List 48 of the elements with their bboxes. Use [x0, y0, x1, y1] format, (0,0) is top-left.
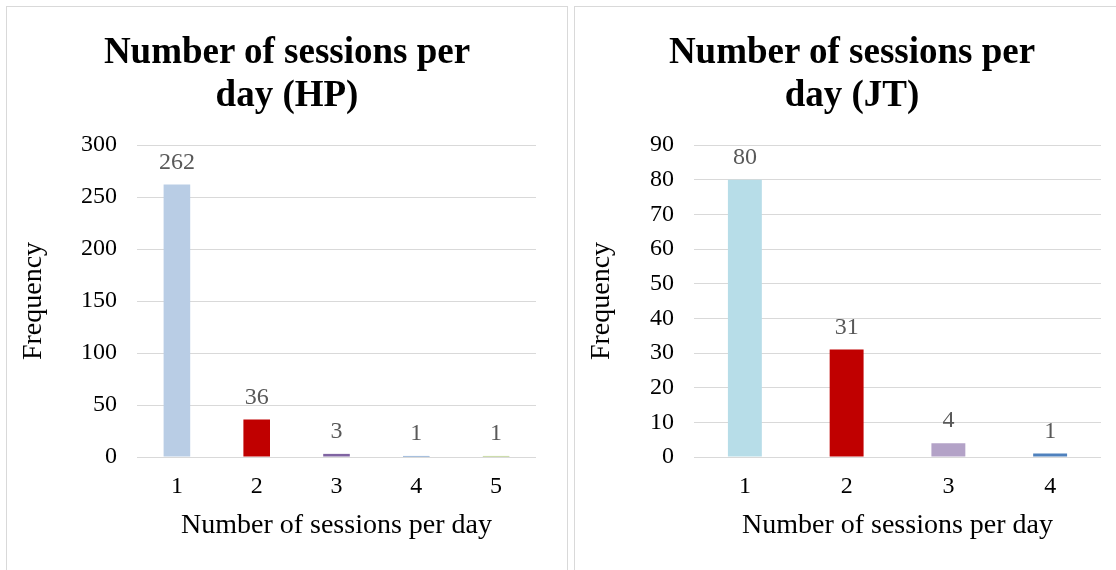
bar	[931, 443, 966, 457]
bar	[727, 179, 762, 457]
x-tick-label: 1	[170, 471, 183, 498]
bar	[323, 453, 350, 457]
y-tick-label: 200	[81, 234, 117, 261]
y-axis-title: Frequency	[584, 241, 616, 361]
data-label: 4	[942, 406, 955, 433]
y-tick-label: 50	[93, 390, 117, 417]
y-tick-label: 90	[650, 130, 674, 157]
y-tick-label: 0	[105, 442, 117, 469]
x-axis-title: Number of sessions per day	[741, 507, 1054, 539]
y-tick-label: 70	[650, 199, 674, 226]
data-label: 1	[410, 418, 423, 445]
x-tick-label: 2	[840, 471, 853, 498]
bar	[163, 184, 191, 457]
x-tick-label: 4	[410, 471, 423, 498]
data-label: 80	[732, 142, 757, 169]
y-tick-label: 80	[650, 164, 674, 191]
y-tick-label: 0	[662, 442, 674, 469]
y-tick-label: 100	[81, 338, 117, 365]
bar	[1033, 453, 1068, 457]
x-axis-title: Number of sessions per day	[180, 507, 493, 539]
y-axis-title: Frequency	[16, 241, 48, 361]
x-tick-label: 2	[250, 471, 263, 498]
bar	[243, 419, 270, 457]
y-tick-label: 150	[81, 286, 117, 313]
x-tick-label: 3	[330, 471, 343, 498]
data-label: 3	[330, 416, 343, 443]
y-tick-label: 10	[650, 407, 674, 434]
x-tick-label: 1	[738, 471, 751, 498]
x-tick-label: 3	[942, 471, 955, 498]
data-label: 262	[158, 147, 195, 174]
y-tick-label: 20	[650, 372, 674, 399]
chart-title: Number of sessions per day (HP)	[102, 29, 472, 115]
data-label: 1	[490, 418, 503, 445]
y-tick-label: 50	[650, 268, 674, 295]
x-tick-label: 4	[1044, 471, 1057, 498]
chart-title: Number of sessions per day (JT)	[667, 29, 1037, 115]
x-tick-label: 5	[490, 471, 503, 498]
y-tick-label: 40	[650, 303, 674, 330]
data-label: 1	[1044, 416, 1057, 443]
y-tick-label: 250	[81, 182, 117, 209]
y-tick-label: 60	[650, 234, 674, 261]
data-label: 36	[244, 382, 269, 409]
data-label: 31	[834, 312, 859, 339]
y-tick-label: 30	[650, 338, 674, 365]
y-tick-label: 300	[81, 130, 117, 157]
bar	[829, 349, 864, 457]
